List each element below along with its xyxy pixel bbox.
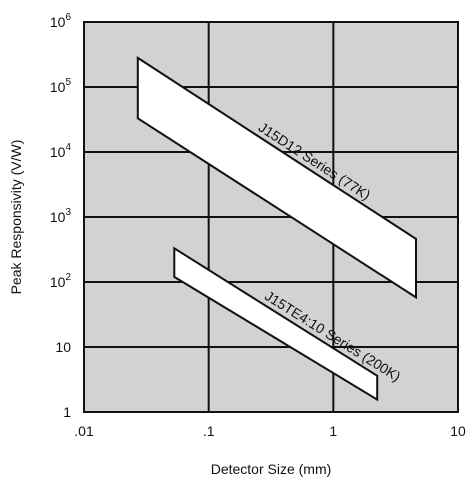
x-tick-label: .1 (203, 423, 215, 439)
y-tick-labels: 1 10 102 103 104 105 106 (50, 12, 72, 420)
plot-frame (83, 21, 459, 413)
x-tick-labels: .01 .1 1 10 (74, 423, 466, 439)
y-axis-title: Peak Responsivity (V/W) (8, 140, 24, 295)
x-tick-label: 1 (329, 423, 337, 439)
y-tick-label: 102 (50, 272, 72, 290)
y-tick-label: 103 (50, 207, 72, 225)
y-tick-label: 1 (63, 404, 71, 420)
x-tick-label: 10 (450, 423, 466, 439)
y-tick-label: 104 (50, 142, 72, 160)
y-tick-label: 106 (50, 12, 72, 30)
y-tick-label: 105 (50, 77, 72, 95)
band-series-2 (173, 246, 379, 402)
band-series-1 (136, 56, 417, 300)
y-tick-label: 10 (55, 339, 71, 355)
bands (136, 56, 417, 402)
x-tick-label: .01 (74, 423, 94, 439)
x-axis-title: Detector Size (mm) (211, 461, 332, 477)
